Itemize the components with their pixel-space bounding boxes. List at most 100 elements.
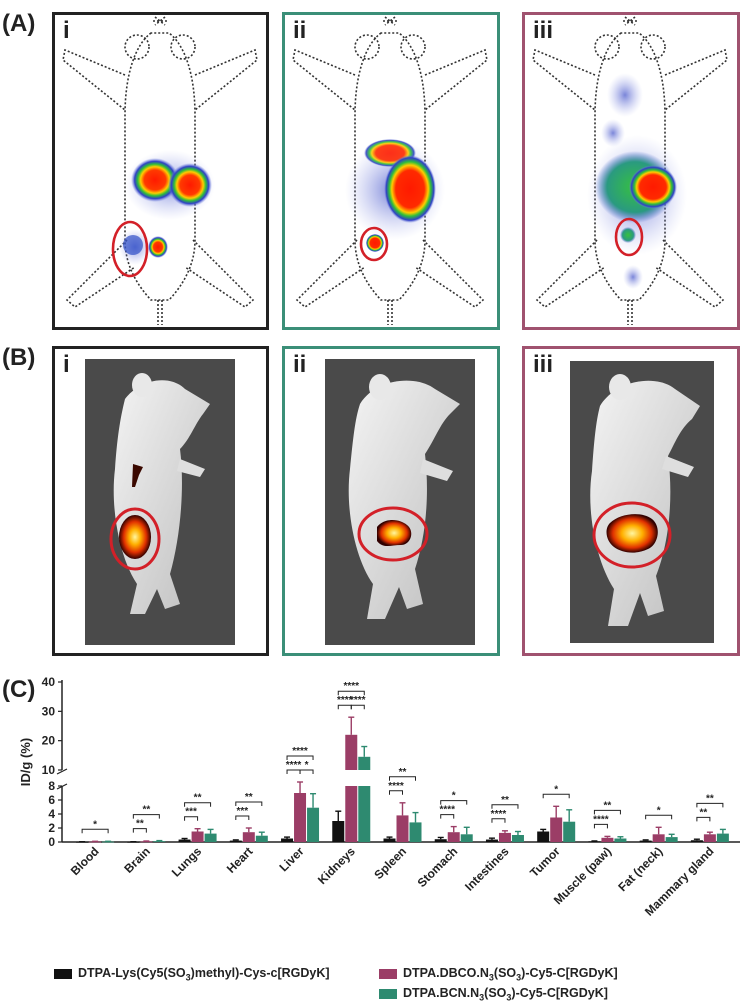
significance-label: ** [501, 795, 509, 806]
significance-bracket [696, 816, 711, 822]
significance-label: * [657, 805, 661, 816]
bar [281, 838, 294, 842]
significance-label: ** [699, 807, 707, 818]
significance-label: **** [491, 809, 507, 820]
significance-bracket [81, 828, 109, 834]
x-category-label: Tumor [527, 844, 563, 880]
mouse-outline-svg [532, 16, 728, 325]
significance-label: **** [350, 695, 366, 706]
significance-label: * [305, 760, 309, 771]
significance-bracket [184, 816, 199, 821]
bar [153, 841, 166, 842]
panel-a-i-label: i [63, 17, 70, 44]
significance-bracket [593, 809, 621, 815]
bar [716, 833, 729, 842]
bar [537, 831, 550, 842]
significance-bracket [389, 776, 416, 781]
tumor-highlight-circle [614, 217, 644, 257]
section-c-label: (C) [2, 676, 36, 703]
bar [383, 838, 396, 842]
bar [601, 837, 614, 842]
significance-bracket [350, 704, 365, 710]
legend-label-series-1: DTPA-Lys(Cy5(SO3)methyl)-Cys-c[RGDyK] [78, 966, 330, 983]
y-tick-label: 30 [42, 704, 56, 718]
bar [639, 840, 652, 842]
significance-bracket [132, 828, 147, 833]
significance-label: ** [245, 792, 253, 803]
bar [665, 837, 678, 842]
bar [652, 834, 665, 842]
significance-label: **** [286, 760, 302, 771]
section-a-label: (A) [2, 10, 36, 37]
significance-bracket [286, 755, 314, 760]
significance-label: ** [194, 793, 202, 804]
panel-a-iii-label: iii [533, 17, 554, 44]
significance-label: **** [343, 681, 359, 692]
x-category-label: Liver [276, 844, 306, 874]
significance-label: ** [706, 793, 714, 804]
significance-label: **** [388, 781, 404, 792]
legend-item-series-2: DTPA.DBCO.N3(SO3)-Cy5-C[RGDyK] [379, 966, 618, 983]
y-tick-label: 40 [42, 675, 56, 689]
x-category-label: Lungs [169, 844, 205, 880]
significance-bracket [440, 800, 468, 805]
y-axis-label: ID/g (%) [18, 738, 33, 786]
significance-bracket [132, 814, 160, 819]
bar [89, 841, 102, 843]
x-category-label: Stomach [415, 844, 461, 890]
significance-label: * [452, 791, 456, 802]
bar [229, 840, 242, 842]
bar [345, 734, 358, 770]
bar [294, 793, 307, 842]
bar [588, 841, 601, 843]
panel-b-iii: iii [522, 346, 740, 656]
tumor-highlight-circle [111, 220, 149, 278]
x-category-label: Brain [121, 844, 153, 876]
bar [511, 835, 524, 842]
significance-label: **** [593, 814, 609, 825]
significance-bracket [184, 802, 212, 807]
x-category-label: Heart [224, 844, 256, 876]
significance-label: ** [399, 767, 407, 778]
bar [563, 821, 576, 842]
significance-label: ** [604, 800, 612, 811]
mouse-photo [325, 359, 475, 645]
panel-b-ii-label: ii [293, 351, 307, 378]
x-category-label: Fat (neck) [615, 844, 665, 894]
significance-bracket [235, 801, 263, 806]
legend-item-series-3: DTPA.BCN.N3(SO3)-Cy5-C[RGDyK] [379, 986, 608, 1003]
bar [485, 839, 498, 842]
y-tick-label: 0 [48, 835, 55, 849]
legend-label-series-2: DTPA.DBCO.N3(SO3)-Cy5-C[RGDyK] [403, 966, 618, 983]
significance-label: ** [136, 819, 144, 830]
bar [703, 834, 716, 842]
legend-item-series-1: DTPA-Lys(Cy5(SO3)methyl)-Cys-c[RGDyK] [54, 966, 330, 983]
y-tick-label: 4 [48, 807, 55, 821]
y-tick-label: 8 [48, 779, 55, 793]
significance-label: ** [142, 805, 150, 816]
legend-swatch-series-3 [379, 988, 397, 999]
significance-label: **** [292, 746, 308, 757]
bar [447, 832, 460, 842]
tumor-highlight-circle [359, 226, 389, 262]
bar [498, 832, 511, 842]
panel-b-i-label: i [63, 351, 70, 378]
mouse-photo [85, 359, 235, 645]
significance-bracket [696, 802, 724, 808]
significance-bracket [299, 769, 314, 774]
panel-b-ii: ii [282, 346, 500, 656]
bar [550, 817, 563, 842]
bar [690, 840, 703, 842]
bar [460, 834, 473, 842]
bar [614, 838, 627, 842]
bar [255, 835, 268, 842]
bar [242, 832, 255, 842]
bar [434, 839, 447, 842]
significance-label: * [554, 784, 558, 795]
significance-label: *** [236, 806, 248, 817]
significance-label: *** [185, 807, 197, 818]
tumor-highlight-circle [109, 507, 161, 571]
bar [358, 756, 371, 770]
mouse-outline-svg [62, 16, 258, 325]
significance-label: **** [337, 695, 353, 706]
